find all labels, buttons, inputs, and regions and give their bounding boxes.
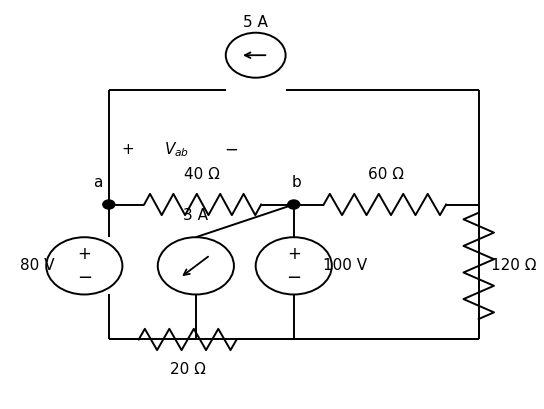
Text: 5 A: 5 A [243, 15, 268, 30]
Circle shape [288, 200, 300, 209]
Text: −: − [77, 269, 92, 287]
Text: 3 A: 3 A [183, 208, 208, 223]
Text: a: a [93, 175, 103, 190]
Text: +: + [121, 142, 134, 157]
Circle shape [103, 200, 115, 209]
Text: −: − [286, 269, 301, 287]
Text: 40 Ω: 40 Ω [184, 167, 220, 182]
Text: $V_{ab}$: $V_{ab}$ [164, 140, 189, 159]
Text: 80 V: 80 V [20, 258, 54, 273]
Text: 100 V: 100 V [323, 258, 368, 273]
Text: −: − [224, 140, 238, 158]
Text: 60 Ω: 60 Ω [368, 167, 404, 182]
Text: 120 Ω: 120 Ω [491, 258, 537, 273]
Text: +: + [77, 245, 91, 263]
Text: 20 Ω: 20 Ω [170, 362, 206, 377]
Text: +: + [287, 245, 301, 263]
Text: b: b [292, 175, 301, 190]
